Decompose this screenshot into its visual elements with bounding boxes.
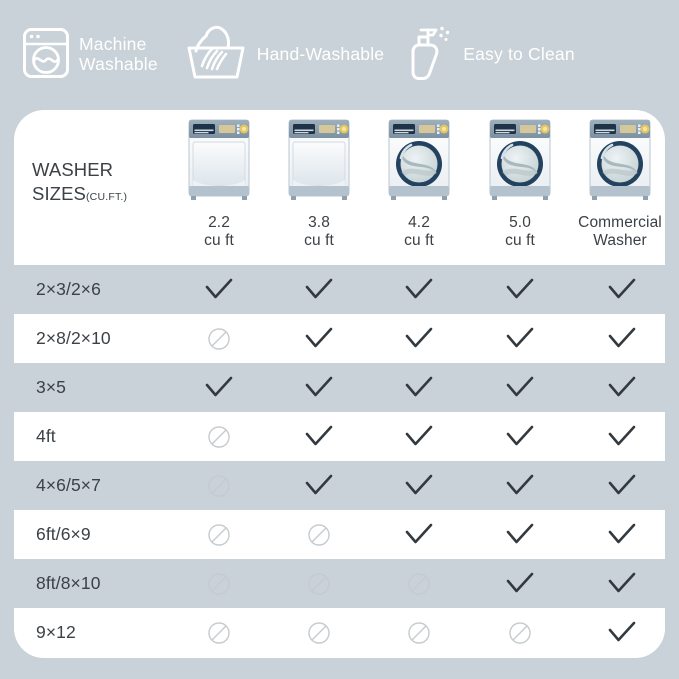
- row-header-line1: WASHER: [32, 159, 114, 180]
- feature-hand-washable: Hand-Washable: [184, 24, 384, 87]
- cell-not-supported-icon: [189, 608, 249, 657]
- row-header-subscript: (CU.FT.): [85, 190, 128, 203]
- cell-not-supported-icon: [189, 461, 249, 510]
- row-header-line2: SIZES: [32, 182, 86, 204]
- column-caption: 3.8 cu ft: [304, 214, 334, 249]
- row-label: 4×6/5×7: [36, 475, 101, 495]
- front-load-washer-icon: [460, 116, 580, 209]
- cell-not-supported-icon: [490, 608, 550, 657]
- column-caption: Commercial Washer: [578, 214, 662, 249]
- cell-check-icon: [289, 363, 349, 412]
- row-header-title: WASHER SIZES(CU.FT.): [32, 158, 182, 205]
- hand-washable-icon: [184, 24, 248, 87]
- cell-check-icon: [289, 461, 349, 510]
- feature-banner: Machine Washable Hand-Washable: [0, 0, 679, 110]
- cell-not-supported-icon: [289, 510, 349, 559]
- cell-check-icon: [490, 363, 550, 412]
- cell-check-icon: [289, 412, 349, 461]
- table-row: 8ft/8×10: [14, 559, 665, 608]
- cell-check-icon: [189, 265, 249, 314]
- cell-check-icon: [490, 510, 550, 559]
- feature-label: Machine Washable: [79, 34, 158, 74]
- column-caption: 4.2 cu ft: [404, 214, 434, 249]
- cell-check-icon: [389, 510, 449, 559]
- cell-check-icon: [289, 265, 349, 314]
- table-row: 6ft/6×9: [14, 510, 665, 559]
- cell-not-supported-icon: [189, 559, 249, 608]
- cell-check-icon: [592, 461, 652, 510]
- table-row: 2×3/2×6: [14, 265, 665, 314]
- row-label: 2×3/2×6: [36, 279, 101, 299]
- row-label: 2×8/2×10: [36, 328, 111, 348]
- cell-not-supported-icon: [289, 608, 349, 657]
- cell-check-icon: [592, 314, 652, 363]
- table-row: 9×12: [14, 608, 665, 657]
- row-label: 8ft/8×10: [36, 573, 101, 593]
- front-load-washer-icon: [560, 116, 665, 209]
- cell-not-supported-icon: [189, 510, 249, 559]
- table-header: WASHER SIZES(CU.FT.): [14, 110, 665, 265]
- table-row: 4×6/5×7: [14, 461, 665, 510]
- row-label: 4ft: [36, 426, 56, 446]
- feature-label: Easy to Clean: [463, 44, 575, 65]
- cell-check-icon: [389, 265, 449, 314]
- cell-check-icon: [490, 461, 550, 510]
- cell-check-icon: [389, 314, 449, 363]
- cell-check-icon: [490, 314, 550, 363]
- feature-label: Hand-Washable: [256, 44, 385, 65]
- spray-bottle-icon: [408, 24, 454, 87]
- cell-check-icon: [592, 559, 652, 608]
- cell-check-icon: [592, 363, 652, 412]
- column-header-5: Commercial Washer: [560, 116, 665, 250]
- table-row: 3×5: [14, 363, 665, 412]
- cell-check-icon: [592, 510, 652, 559]
- cell-check-icon: [490, 412, 550, 461]
- cell-check-icon: [592, 608, 652, 657]
- column-caption: 2.2 cu ft: [204, 214, 234, 249]
- column-header-2: 3.8 cu ft: [259, 116, 379, 250]
- cell-check-icon: [389, 363, 449, 412]
- machine-washable-icon: [22, 27, 70, 84]
- row-label: 3×5: [36, 377, 66, 397]
- comparison-card: WASHER SIZES(CU.FT.): [14, 110, 665, 658]
- row-label: 9×12: [36, 622, 76, 642]
- cell-check-icon: [490, 265, 550, 314]
- table-row: 2×8/2×10: [14, 314, 665, 363]
- cell-check-icon: [189, 363, 249, 412]
- feature-easy-to-clean: Easy to Clean: [408, 24, 575, 87]
- table-row: 4ft: [14, 412, 665, 461]
- top-load-washer-icon: [259, 116, 379, 209]
- cell-check-icon: [289, 314, 349, 363]
- feature-machine-washable: Machine Washable: [22, 27, 158, 84]
- cell-check-icon: [389, 412, 449, 461]
- cell-check-icon: [490, 559, 550, 608]
- column-header-1: 2.2 cu ft: [159, 116, 279, 250]
- cell-not-supported-icon: [389, 608, 449, 657]
- cell-not-supported-icon: [389, 559, 449, 608]
- cell-check-icon: [592, 265, 652, 314]
- cell-check-icon: [592, 412, 652, 461]
- column-caption: 5.0 cu ft: [505, 214, 535, 249]
- cell-not-supported-icon: [189, 412, 249, 461]
- column-header-4: 5.0 cu ft: [460, 116, 580, 250]
- front-load-washer-icon: [359, 116, 479, 209]
- top-load-washer-icon: [159, 116, 279, 209]
- cell-not-supported-icon: [289, 559, 349, 608]
- table-body: 2×3/2×6 2×8/2×10 3×5 4ft 4×6/5×7 6ft/6×9 8ft/8…: [14, 265, 665, 657]
- cell-check-icon: [389, 461, 449, 510]
- column-header-3: 4.2 cu ft: [359, 116, 479, 250]
- row-label: 6ft/6×9: [36, 524, 91, 544]
- cell-not-supported-icon: [189, 314, 249, 363]
